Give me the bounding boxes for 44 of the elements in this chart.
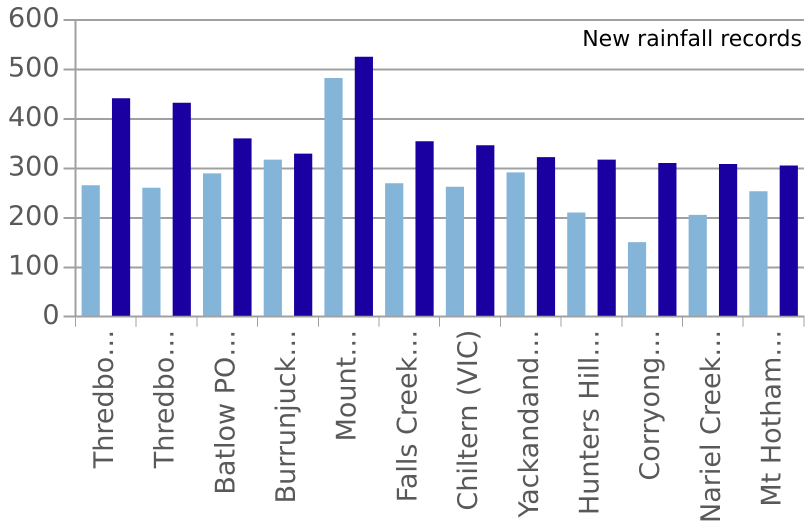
bar (233, 138, 252, 316)
y-tick-label: 500 (8, 52, 60, 84)
x-tick-label: Mount… (332, 330, 363, 442)
bar (598, 160, 616, 316)
y-tick-label: 0 (42, 300, 60, 331)
bar (142, 188, 161, 316)
bar (446, 186, 464, 316)
bar (172, 102, 191, 316)
bar (354, 56, 373, 316)
bar (294, 154, 312, 316)
bar (82, 185, 100, 316)
bar (506, 172, 525, 316)
x-tick-label: Mt Hotham… (756, 330, 788, 507)
x-tick-label: Thredbo… (150, 330, 181, 470)
annotation: New rainfall records (582, 26, 802, 52)
x-tick-label: Batlow PO… (210, 330, 242, 495)
bar (112, 98, 130, 316)
x-tick-label: Thredbo… (88, 330, 120, 470)
bar (780, 166, 798, 316)
x-tick-label: Yackandand… (514, 330, 545, 519)
bar (203, 173, 222, 316)
bar (385, 183, 404, 316)
x-tick-label: Corryong… (635, 330, 666, 481)
bar (567, 212, 586, 316)
y-tick-label: 400 (8, 102, 60, 134)
y-tick-label: 600 (8, 3, 60, 34)
y-tick-label: 100 (8, 250, 60, 282)
y-tick-label: 200 (8, 200, 60, 232)
bar (536, 157, 556, 316)
x-tick-label: Burrunjuck… (271, 330, 302, 504)
bar (688, 214, 707, 316)
x-tick-label: Falls Creek… (392, 330, 424, 502)
bar (264, 160, 282, 316)
bar (476, 145, 494, 316)
bar (749, 191, 768, 316)
x-tick-label: Hunters Hill… (574, 330, 606, 516)
x-tick-label: Nariel Creek… (696, 330, 727, 524)
bar (658, 163, 676, 316)
bar (415, 141, 434, 316)
bar (718, 164, 738, 316)
y-tick-label: 300 (8, 151, 60, 182)
bar (324, 78, 343, 316)
bar (628, 242, 646, 316)
x-tick-label: Chiltern (VIC) (453, 330, 484, 511)
